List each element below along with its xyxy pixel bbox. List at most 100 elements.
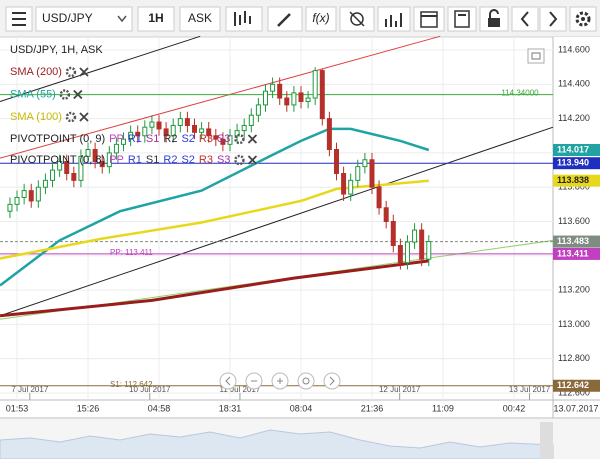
legend-level: S3 <box>217 154 230 166</box>
symbol-select[interactable]: USD/JPY <box>35 6 133 32</box>
candle-body <box>262 90 268 106</box>
indicator-remove-icon[interactable] <box>79 112 89 122</box>
candle-body <box>14 196 20 205</box>
legend-level: S1 <box>146 133 159 145</box>
candle-body <box>255 104 261 116</box>
indicator-button[interactable]: f(x) <box>305 6 337 32</box>
price-tag-label: 112.642 <box>557 380 589 390</box>
candle-body <box>412 229 418 243</box>
price-tag <box>553 157 600 170</box>
x-tick-label: 04:58 <box>148 403 171 413</box>
candle-body <box>305 97 311 102</box>
calendar-button[interactable] <box>413 6 445 32</box>
legend-entry: SMA (100) <box>10 111 62 123</box>
collapse-button[interactable] <box>527 48 545 64</box>
candle-body <box>57 160 63 171</box>
volume-button[interactable] <box>377 6 411 32</box>
x-tick-label: 18:31 <box>219 403 242 413</box>
indicator-line <box>0 259 429 318</box>
candle-body <box>220 138 226 145</box>
candle-body <box>92 148 98 162</box>
navigator-handle[interactable] <box>540 422 553 459</box>
legend-level: PP <box>109 154 124 166</box>
candle-body <box>319 70 325 120</box>
indicator-remove-icon[interactable] <box>247 134 258 144</box>
trend-line <box>0 126 554 317</box>
pan-right-button[interactable] <box>323 372 341 390</box>
indicator-settings-icon[interactable] <box>65 66 77 78</box>
candle-body <box>284 97 290 106</box>
indicator-settings-icon[interactable] <box>234 154 245 166</box>
candle-body <box>348 179 354 195</box>
settings-button[interactable] <box>569 6 597 32</box>
y-tick-label: 113.000 <box>558 319 590 329</box>
candle-body <box>298 92 304 102</box>
period-button[interactable]: 1H <box>137 6 175 32</box>
indicator-settings-icon[interactable] <box>59 89 71 100</box>
x-tick-label: 15:26 <box>77 403 100 413</box>
lock-button[interactable] <box>479 6 509 32</box>
plot: 7 Jul 2017 10 Jul 2017 11 Jul 2017 12 Jul 2… <box>0 35 554 400</box>
price-button[interactable]: ASK <box>179 6 221 32</box>
date-label: 12 Jul 2017 <box>379 385 421 394</box>
x-end-label: 13.07.2017 <box>553 403 598 413</box>
draw-button[interactable] <box>267 6 303 32</box>
indicator-settings-icon[interactable] <box>65 111 77 123</box>
scroll-right-button[interactable] <box>539 6 567 32</box>
candle-body <box>64 160 70 174</box>
legend-level: R1 <box>128 154 142 166</box>
date-label: 7 Jul 2017 <box>11 385 48 394</box>
candle-body <box>184 118 190 126</box>
scroll-left-button[interactable] <box>511 6 539 32</box>
legend-entry: SMA (55) <box>10 88 56 100</box>
symbol: USD/JPY <box>42 11 93 25</box>
candle-body <box>113 143 119 154</box>
candle-body <box>426 241 432 260</box>
price-line-label: 114.34000 <box>501 89 539 98</box>
x-tick-label: 21:36 <box>361 403 384 413</box>
price-tag <box>553 379 600 392</box>
candle-body <box>85 148 91 157</box>
date-label: 11 Jul 2017 <box>220 385 261 394</box>
candle-body <box>28 190 34 202</box>
candle-body <box>241 124 247 132</box>
indicator-line <box>0 179 429 260</box>
reset-button[interactable] <box>297 372 315 390</box>
zoom-controls <box>219 372 341 390</box>
candle-body <box>170 124 176 137</box>
legend-level: S2 <box>181 154 194 166</box>
legend-level: R3 <box>199 154 213 166</box>
candle-body <box>135 131 141 137</box>
price-line-label: S1: 112.642 <box>110 380 153 389</box>
x-tick-label: 11:09 <box>432 403 454 413</box>
x-tick-label: 00:42 <box>503 403 526 413</box>
candle-body <box>206 128 212 137</box>
candle-body <box>149 121 155 128</box>
legend-level: S1 <box>146 154 159 166</box>
candle-body <box>277 83 283 99</box>
indicator-settings-icon[interactable] <box>234 133 245 145</box>
indicator-remove-icon[interactable] <box>73 89 83 100</box>
legend-level: R2 <box>163 133 177 145</box>
price-tag <box>553 143 600 156</box>
indicator-remove-icon[interactable] <box>79 67 89 77</box>
menu-button[interactable] <box>5 6 33 32</box>
candle-body <box>355 166 361 181</box>
indicator-remove-icon[interactable] <box>247 155 258 165</box>
candle-body <box>312 70 318 99</box>
price-tag <box>553 174 600 187</box>
settings-tool-button[interactable] <box>339 6 375 32</box>
x-tick-label: 01:53 <box>6 403 29 413</box>
candle-body <box>404 241 410 264</box>
chart-type-button[interactable] <box>225 6 263 32</box>
candle-body <box>106 152 112 168</box>
candle-body <box>383 207 389 223</box>
candle-body <box>234 130 240 137</box>
candle-body <box>397 245 403 264</box>
pan-left-button[interactable] <box>219 372 237 390</box>
candle-body <box>326 118 332 150</box>
candle-body <box>333 148 339 174</box>
fx-label: f(x) <box>312 11 329 25</box>
calculator-button[interactable] <box>447 6 477 32</box>
